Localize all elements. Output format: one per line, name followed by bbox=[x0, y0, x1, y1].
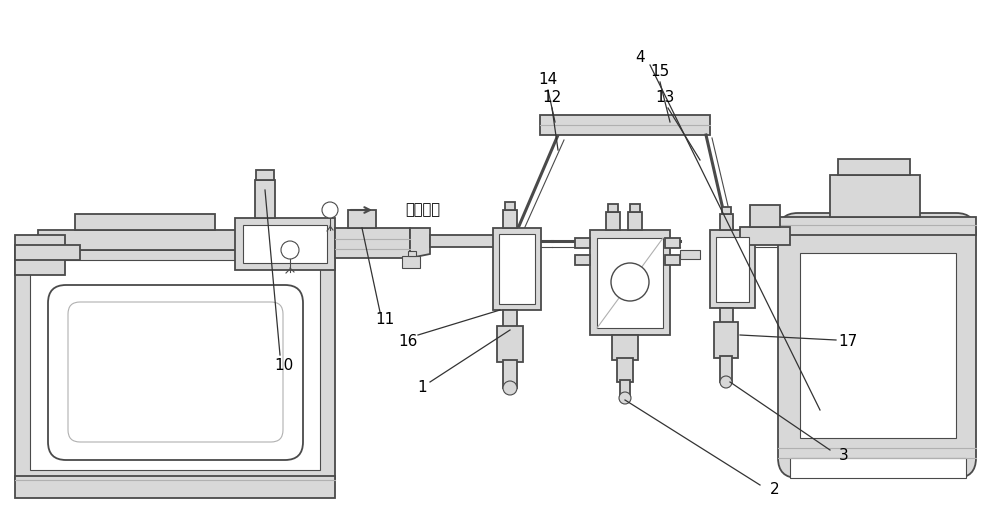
Bar bbox=[235, 218, 335, 270]
Circle shape bbox=[619, 392, 631, 404]
Bar bbox=[497, 326, 523, 362]
Bar bbox=[256, 170, 274, 180]
Bar bbox=[665, 255, 680, 265]
Bar bbox=[503, 310, 517, 328]
Bar bbox=[720, 308, 733, 324]
Bar bbox=[540, 115, 710, 135]
Bar bbox=[710, 230, 755, 308]
Bar bbox=[505, 202, 515, 210]
Text: 12: 12 bbox=[542, 91, 562, 105]
Bar bbox=[335, 228, 410, 258]
Bar bbox=[716, 237, 749, 302]
Text: 液体流入: 液体流入 bbox=[405, 202, 440, 217]
Bar bbox=[838, 159, 910, 175]
Bar bbox=[740, 227, 790, 245]
Text: 1: 1 bbox=[417, 381, 427, 395]
Circle shape bbox=[503, 381, 517, 395]
FancyBboxPatch shape bbox=[68, 302, 283, 442]
Bar bbox=[503, 210, 517, 228]
Bar bbox=[778, 217, 976, 235]
Bar bbox=[665, 238, 680, 248]
Bar bbox=[575, 255, 590, 265]
Bar bbox=[493, 228, 541, 310]
Circle shape bbox=[281, 241, 299, 259]
Bar bbox=[612, 335, 638, 360]
Bar bbox=[15, 235, 65, 275]
Bar bbox=[15, 250, 335, 480]
Bar bbox=[15, 476, 335, 498]
Bar bbox=[243, 225, 327, 263]
Bar bbox=[720, 214, 733, 230]
Bar bbox=[790, 458, 966, 478]
Bar bbox=[75, 214, 215, 230]
Text: 14: 14 bbox=[538, 73, 558, 87]
Bar bbox=[680, 250, 700, 259]
Bar bbox=[38, 230, 238, 250]
Bar bbox=[630, 204, 640, 212]
Circle shape bbox=[322, 202, 338, 218]
Bar bbox=[402, 256, 420, 268]
Bar bbox=[575, 238, 590, 248]
Text: 2: 2 bbox=[770, 482, 780, 498]
Bar bbox=[499, 234, 535, 304]
Bar bbox=[597, 238, 663, 328]
Text: 10: 10 bbox=[274, 358, 294, 373]
Text: 13: 13 bbox=[655, 91, 675, 105]
Text: 3: 3 bbox=[839, 448, 849, 464]
Bar bbox=[628, 212, 642, 230]
Bar bbox=[720, 356, 732, 382]
Bar bbox=[30, 260, 320, 470]
Bar bbox=[750, 205, 780, 227]
Bar bbox=[430, 235, 500, 247]
Bar bbox=[348, 210, 376, 228]
FancyBboxPatch shape bbox=[778, 213, 976, 478]
Text: 4: 4 bbox=[635, 49, 645, 65]
FancyBboxPatch shape bbox=[48, 285, 303, 460]
Text: 16: 16 bbox=[398, 334, 418, 349]
Bar bbox=[608, 204, 618, 212]
Bar bbox=[255, 180, 275, 218]
Bar bbox=[722, 207, 731, 214]
Text: 15: 15 bbox=[650, 65, 670, 80]
Bar bbox=[714, 322, 738, 358]
Bar bbox=[800, 253, 956, 438]
Bar bbox=[503, 360, 517, 388]
Circle shape bbox=[611, 263, 649, 301]
Circle shape bbox=[720, 376, 732, 388]
Bar bbox=[620, 380, 630, 398]
Bar bbox=[15, 245, 80, 260]
Bar bbox=[830, 175, 920, 217]
Bar bbox=[408, 251, 416, 256]
Bar bbox=[590, 230, 670, 335]
Bar bbox=[617, 358, 633, 382]
Polygon shape bbox=[410, 228, 430, 258]
Bar bbox=[606, 212, 620, 230]
Text: 17: 17 bbox=[838, 334, 858, 349]
Text: 11: 11 bbox=[375, 313, 395, 328]
